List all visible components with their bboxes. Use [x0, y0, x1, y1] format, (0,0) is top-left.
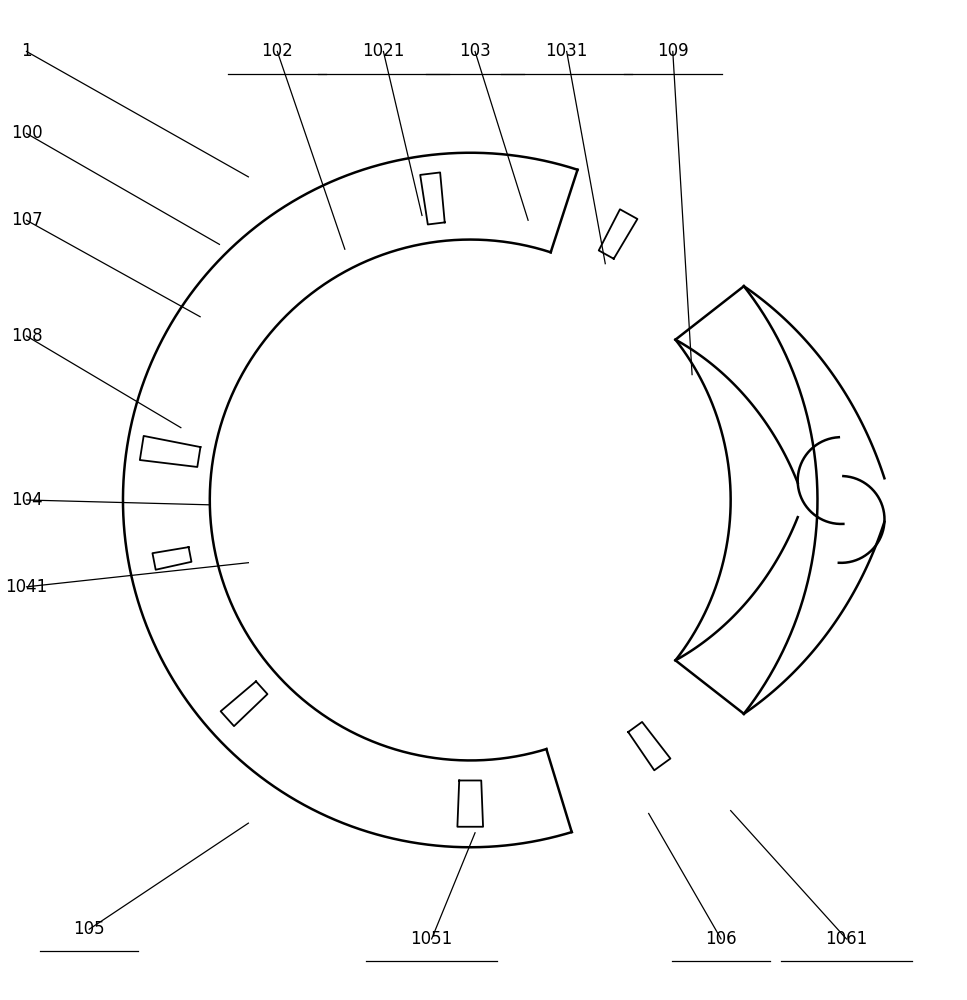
Text: 105: 105	[73, 920, 105, 938]
Text: 103: 103	[459, 42, 491, 60]
Text: 104: 104	[11, 491, 43, 509]
Text: 1: 1	[21, 42, 32, 60]
Text: 106: 106	[705, 930, 737, 948]
Text: 102: 102	[261, 42, 293, 60]
Text: 1051: 1051	[411, 930, 453, 948]
Text: 1041: 1041	[6, 578, 47, 596]
Text: 109: 109	[657, 42, 689, 60]
Text: 107: 107	[11, 211, 43, 229]
Text: 100: 100	[11, 124, 43, 142]
Text: 1061: 1061	[825, 930, 867, 948]
Text: 1021: 1021	[363, 42, 404, 60]
Text: 1031: 1031	[545, 42, 588, 60]
Text: 108: 108	[11, 327, 43, 345]
